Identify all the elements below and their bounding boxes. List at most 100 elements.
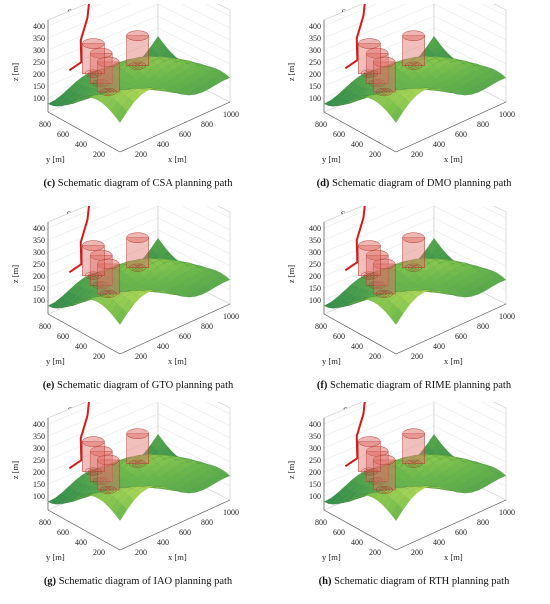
terrain-cell [143,69,156,80]
terrain-cell [435,472,447,483]
terrain-cell [420,45,432,59]
obstacle-top [126,232,149,243]
terrain-cell [59,299,72,307]
terrain-cell [127,290,139,293]
terrain-cell [51,500,65,505]
grid-line [433,217,507,255]
terrain-cell [144,45,156,59]
obstacle-top [372,56,396,68]
terrain-surface [323,237,507,325]
y-tick-label: 400 [351,140,363,149]
terrain-cell [408,56,420,60]
y-axis-label: y [m] [46,154,65,164]
grid-line [323,402,406,437]
z-tick-label: 200 [33,468,45,477]
terrain-cell [133,481,146,487]
z-tick-label: 150 [33,284,45,293]
terrain-cell [408,454,420,458]
x-tick-label: 1000 [499,508,515,517]
terrain-cell [129,281,142,290]
grid-line [205,206,231,219]
x-tick-label: 400 [157,140,169,149]
terrain-cell [420,247,432,261]
grid-line [457,402,507,427]
terrain-cell [163,456,176,464]
y-tick-label: 400 [351,538,363,547]
grid-line [47,217,159,265]
z-tick-label: 400 [33,22,45,31]
terrain-cell [462,283,475,293]
z-tick-label: 250 [309,456,321,465]
x-tick-label: 1000 [223,110,239,119]
z-tick-label: 250 [309,58,321,67]
y-axis-label: y [m] [322,552,341,562]
terrain-cell [168,61,181,71]
terrain-cell [478,67,491,74]
z-axis-label: z [m] [10,461,20,479]
grid-line [157,402,231,439]
obstacle-contour [407,63,420,69]
grid-line [323,402,435,449]
z-tick-label: 100 [309,94,321,103]
terrain-cell [177,294,189,298]
caption-text: Schematic diagram of RIME planning path [327,380,512,391]
z-tick-label: 400 [309,22,321,31]
terrain-cell [177,70,190,81]
obstacle-contour [375,486,393,494]
grid-line [481,4,507,17]
obstacle-top [402,428,425,439]
terrain-cell [131,486,144,491]
terrain-cell [335,97,348,105]
x-tick-label: 1000 [223,312,239,321]
grid-line [433,413,507,451]
figure-panel-c: Schematic diagram of CSA planning path 10… [8,4,268,200]
grid-line [433,4,507,41]
z-axis-label: z [m] [10,63,20,81]
terrain-cell [206,469,219,478]
terrain-cell [51,102,65,107]
terrain-cell [133,285,146,291]
obstacle-contour [87,272,100,279]
x-axis-label: x [m] [444,356,463,366]
terrain-cell [206,273,219,282]
y-tick-label: 800 [315,518,327,527]
obstacle-top [96,454,120,466]
obstacle-contour [102,89,114,95]
y-axis-line [323,111,397,153]
terrain-cell [419,454,432,457]
terrain-cell [435,249,448,261]
y-tick-label: 800 [315,322,327,331]
grid-line [481,402,507,415]
y-tick-label: 600 [57,130,69,139]
obstacle-contour [129,459,147,468]
obstacle-contour [371,282,383,288]
terrain-cell [115,106,128,123]
x-axis-line [395,499,507,551]
obstacle-contour [84,271,102,280]
terrain-cell [159,74,171,85]
figure-caption: (d) Schematic diagram of DMO planning pa… [284,178,544,189]
terrain-cell [138,289,150,292]
obstacle-contour [378,487,390,493]
terrain-plot: Schematic diagram of CSA planning path10… [10,4,239,164]
x-axis-label: x [m] [168,356,187,366]
terrain-cell [398,300,410,315]
terrain-cell [363,492,376,497]
z-tick-label: 350 [33,236,45,245]
terrain-cell [405,281,418,290]
terrain-cell [129,477,142,486]
obstacle-contour [410,64,417,68]
x-tick-label: 600 [179,130,191,139]
terrain-cell [59,97,72,105]
terrain-cell [439,456,452,464]
figure-caption: (e) Schematic diagram of GTO planning pa… [8,380,268,391]
grid-line [323,15,435,63]
terrain-cell [206,71,219,80]
obstacle-contour [99,88,117,96]
grid-line [433,229,507,267]
grid-line [157,229,231,267]
terrain-cell [453,490,465,494]
x-tick-label: 600 [179,332,191,341]
y-axis-line [47,313,121,355]
obstacle-contour [98,283,105,287]
